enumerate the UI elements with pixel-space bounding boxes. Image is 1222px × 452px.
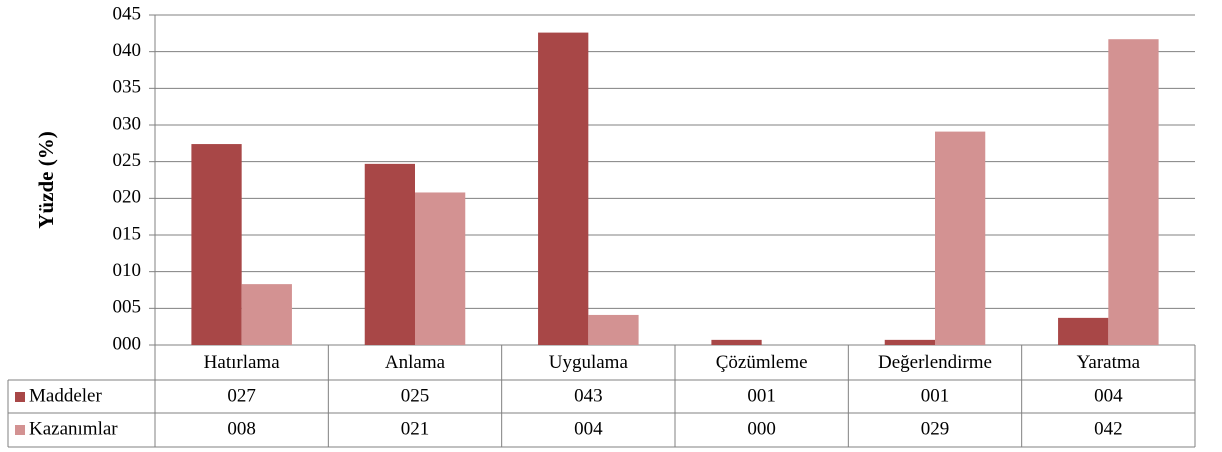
y-tick-label: 045 (113, 3, 142, 24)
y-tick-label: 040 (113, 40, 142, 61)
table-cell: 001 (747, 385, 776, 406)
bar (588, 314, 639, 345)
table-cell: 042 (1094, 418, 1123, 439)
bar (538, 32, 589, 345)
legend-swatch (15, 425, 25, 435)
table-cell: 021 (401, 418, 430, 439)
x-tick-label: Değerlendirme (878, 352, 992, 373)
table-cell: 004 (1094, 385, 1123, 406)
y-tick-label: 035 (113, 77, 142, 98)
y-tick-label: 000 (113, 333, 142, 354)
table-cell: 025 (401, 385, 430, 406)
y-axis-label: Yüzde (%) (34, 131, 58, 228)
x-tick-label: Anlama (385, 352, 446, 373)
x-tick-label: Uygulama (549, 352, 629, 373)
bar (191, 144, 242, 345)
y-tick-label: 015 (113, 223, 142, 244)
bar (241, 284, 292, 345)
bar (1058, 317, 1109, 345)
bar (364, 163, 415, 345)
legend-swatch (15, 392, 25, 402)
table-cell: 001 (921, 385, 950, 406)
x-tick-label: Çözümleme (716, 352, 808, 373)
bar (1108, 39, 1159, 345)
table-cell: 029 (921, 418, 950, 439)
table-cell: 027 (227, 385, 256, 406)
legend-label: Maddeler (29, 385, 102, 406)
legend-label: Kazanımlar (29, 418, 118, 439)
table-cell: 000 (747, 418, 776, 439)
bar (711, 339, 762, 345)
y-tick-label: 020 (113, 187, 142, 208)
y-tick-label: 005 (113, 297, 142, 318)
y-tick-label: 025 (113, 150, 142, 171)
table-cell: 043 (574, 385, 603, 406)
x-tick-label: Yaratma (1077, 352, 1141, 373)
x-tick-label: Hatırlama (204, 352, 281, 373)
y-tick-label: 010 (113, 260, 142, 281)
y-tick-label: 030 (113, 113, 142, 134)
table-cell: 004 (574, 418, 603, 439)
bar (935, 131, 986, 345)
bar (884, 339, 935, 345)
table-cell: 008 (227, 418, 256, 439)
bar (415, 192, 466, 345)
